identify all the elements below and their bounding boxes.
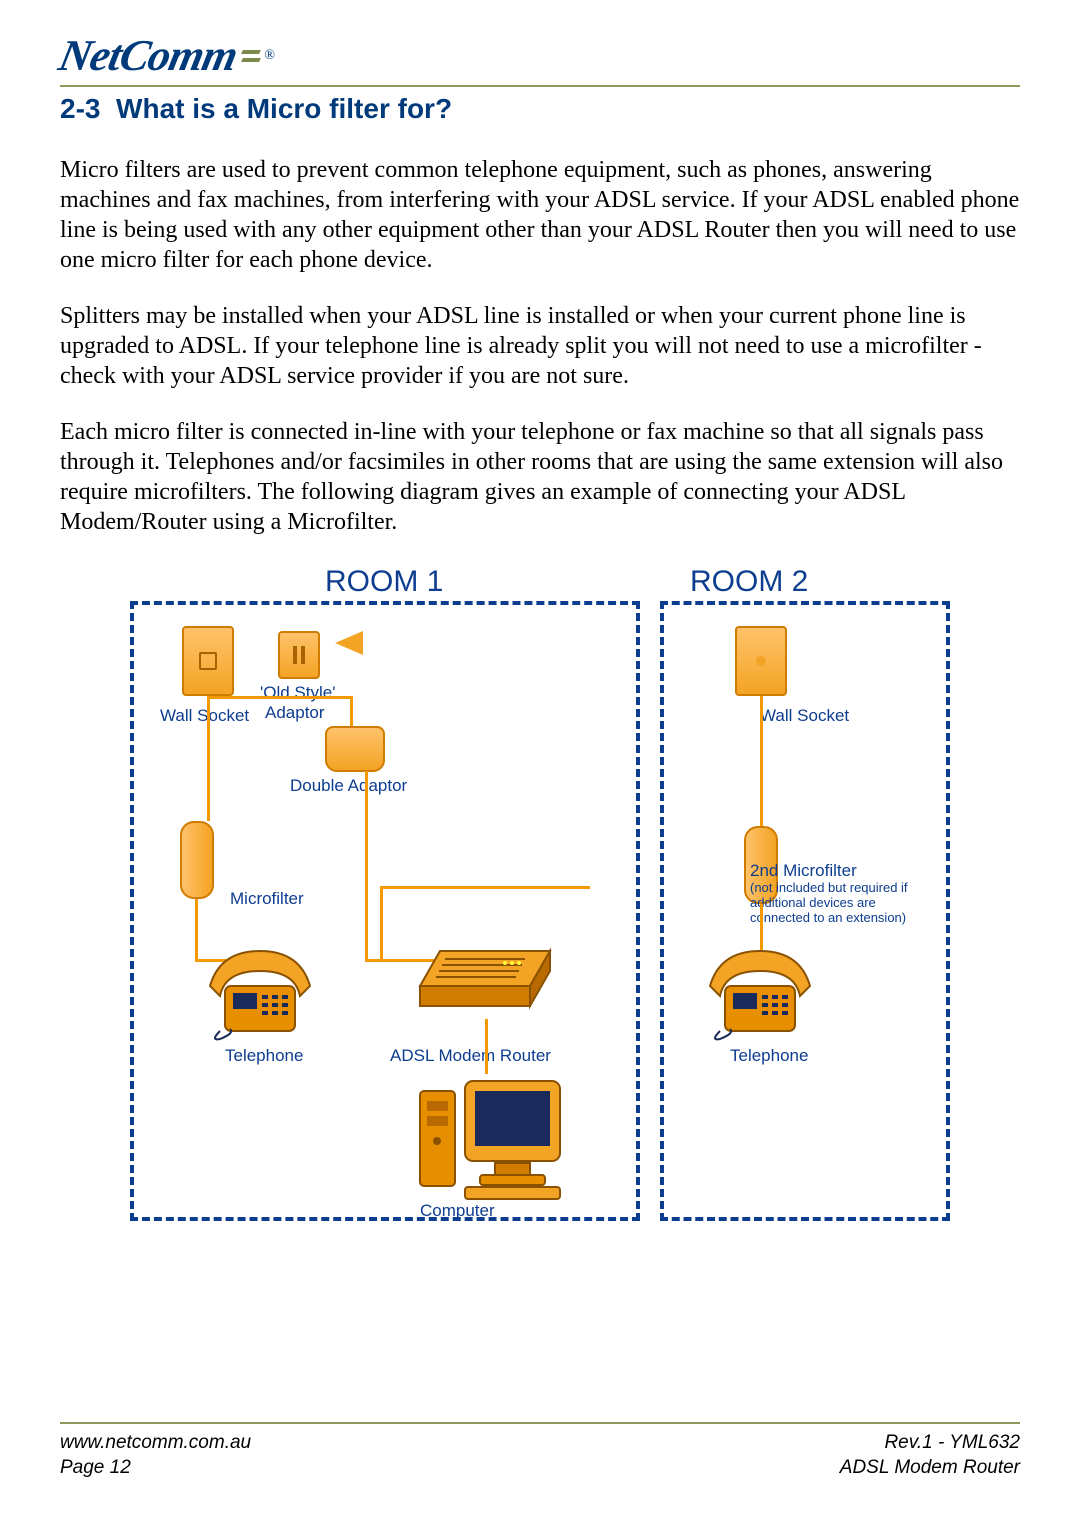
section-title-text: What is a Micro filter for?	[116, 93, 452, 124]
computer-label: Computer	[420, 1201, 495, 1221]
section-heading: 2-3 What is a Micro filter for?	[60, 93, 1020, 125]
wire	[380, 886, 383, 961]
telephone-label: Telephone	[225, 1046, 303, 1066]
wire	[207, 696, 210, 821]
second-microfilter-title: 2nd Microfilter	[750, 861, 857, 881]
telephone-2-label: Telephone	[730, 1046, 808, 1066]
arrow-icon	[335, 631, 363, 655]
brand-logo: NetComm ®	[60, 30, 1020, 81]
wire	[195, 899, 198, 961]
wire	[350, 696, 353, 726]
wire	[365, 771, 368, 961]
section-number: 2-3	[60, 93, 100, 124]
computer-icon	[415, 1071, 565, 1201]
adaptor-label: Adaptor	[265, 703, 325, 723]
wall-socket-icon	[182, 626, 234, 696]
wire	[485, 1019, 488, 1074]
modem-label: ADSL Modem Router	[390, 1046, 551, 1066]
wall-socket-2-icon	[735, 626, 787, 696]
old-style-label: 'Old Style'	[260, 683, 335, 703]
adsl-modem-router-icon	[410, 931, 560, 1021]
telephone-2-icon	[700, 941, 820, 1041]
footer-page: Page 12	[60, 1455, 251, 1481]
footer-rev: Rev.1 - YML632	[840, 1430, 1020, 1456]
wire	[760, 696, 763, 826]
footer-rule	[60, 1422, 1020, 1424]
double-adaptor-icon	[325, 726, 385, 772]
header-rule	[60, 85, 1020, 87]
wall-socket-2-label: Wall Socket	[760, 706, 849, 726]
paragraph-1: Micro filters are used to prevent common…	[60, 155, 1020, 275]
microfilter-label: Microfilter	[230, 889, 304, 909]
page-footer: www.netcomm.com.au Page 12 Rev.1 - YML63…	[60, 1422, 1020, 1481]
connection-diagram: ROOM 1 ROOM 2 Wall Socket 'Old Style' Ad…	[130, 571, 950, 1231]
old-style-adaptor-icon	[278, 631, 320, 679]
brand-name: NetComm	[55, 30, 242, 81]
telephone-icon	[200, 941, 320, 1041]
paragraph-2: Splitters may be installed when your ADS…	[60, 301, 1020, 391]
brand-swoosh-icon	[242, 50, 260, 62]
wire	[380, 886, 590, 889]
microfilter-icon	[180, 821, 214, 899]
footer-url: www.netcomm.com.au	[60, 1430, 251, 1456]
room2-label: ROOM 2	[690, 565, 808, 599]
wall-socket-label: Wall Socket	[160, 706, 249, 726]
double-adaptor-label: Double Adaptor	[290, 776, 407, 796]
second-microfilter-note: (not included but required if additional…	[750, 881, 930, 926]
registered-mark: ®	[264, 48, 275, 64]
footer-product: ADSL Modem Router	[840, 1455, 1020, 1481]
room1-label: ROOM 1	[325, 565, 443, 599]
wire	[207, 696, 352, 699]
paragraph-3: Each micro filter is connected in-line w…	[60, 417, 1020, 537]
